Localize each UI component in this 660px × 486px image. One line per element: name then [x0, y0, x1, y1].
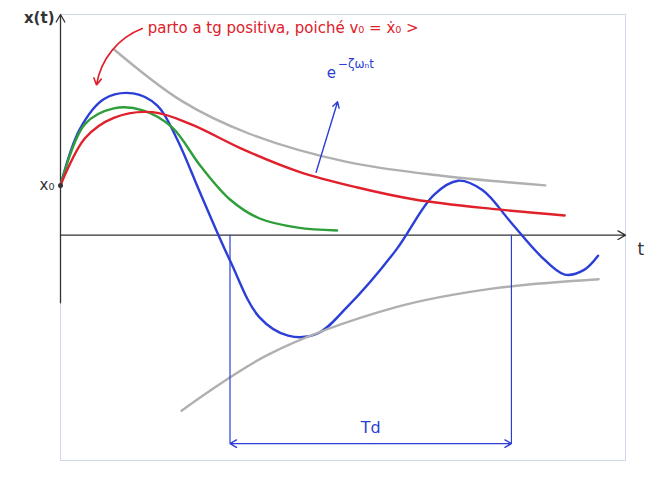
svg-text:x₀: x₀ [40, 176, 55, 194]
svg-text:Td: Td [360, 418, 381, 437]
svg-text:parto a tg positiva, poiché v₀: parto a tg positiva, poiché v₀ = ẋ₀ > [148, 19, 419, 37]
svg-text:e: e [327, 64, 336, 82]
svg-text:−ζωₙt: −ζωₙt [338, 57, 374, 71]
svg-text:x(t): x(t) [24, 9, 55, 27]
svg-text:t: t [638, 239, 645, 259]
